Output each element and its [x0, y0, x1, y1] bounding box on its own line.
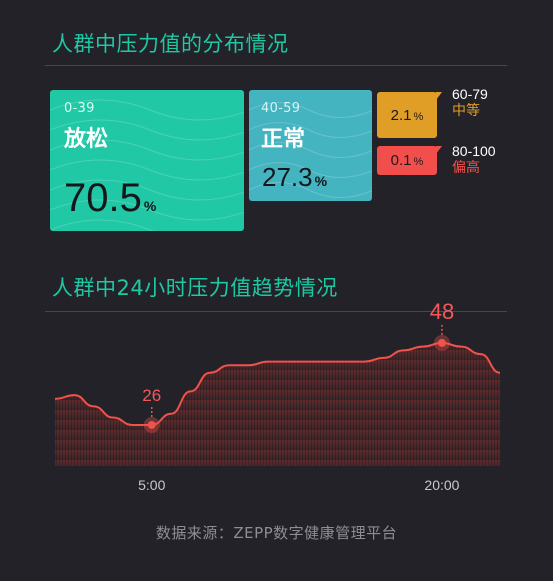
high-badge: 0.1% [377, 146, 442, 175]
badge-tip [436, 92, 442, 100]
moderate-label: 中等 [452, 103, 480, 119]
distribution-divider [45, 65, 507, 66]
relax-percentage: 70.5% [64, 176, 157, 220]
trend-area [55, 342, 500, 466]
annotation-label: 26 [142, 386, 161, 405]
trend-line [54, 341, 501, 426]
relax-card: 0-39 放松 70.5% [50, 90, 244, 231]
high-label: 偏高 [452, 160, 480, 176]
high-range: 80-100 [452, 143, 496, 159]
moderate-range: 60-79 [452, 86, 488, 102]
data-source: 数据来源：ZEPP数字健康管理平台 [155, 524, 398, 542]
badge-tip [436, 146, 442, 154]
trend-divider [45, 311, 507, 312]
annotation-point [437, 338, 446, 347]
x-tick-label: 5:00 [138, 477, 165, 493]
card-wave-pattern [50, 99, 244, 231]
trend-title: 人群中24小时压力值趋势情况 [52, 276, 338, 300]
normal-card: 40-59 正常 27.3% [249, 90, 372, 201]
moderate-percentage: 2.1% [390, 106, 424, 124]
relax-range: 0-39 [64, 101, 95, 116]
high-percentage: 0.1% [390, 152, 424, 169]
distribution-title: 人群中压力值的分布情况 [52, 32, 289, 56]
annotation-label: 48 [430, 299, 454, 324]
normal-range: 40-59 [261, 101, 301, 116]
card-wave-pattern [249, 102, 372, 198]
moderate-badge: 2.1% [377, 92, 442, 138]
normal-label: 正常 [261, 127, 306, 152]
annotation-point [147, 420, 156, 429]
relax-label: 放松 [64, 127, 109, 152]
x-tick-label: 20:00 [424, 477, 459, 493]
moderate-legend: 60-79 中等 [452, 86, 488, 120]
high-legend: 80-100 偏高 [452, 143, 496, 177]
normal-percentage: 27.3% [262, 162, 328, 192]
